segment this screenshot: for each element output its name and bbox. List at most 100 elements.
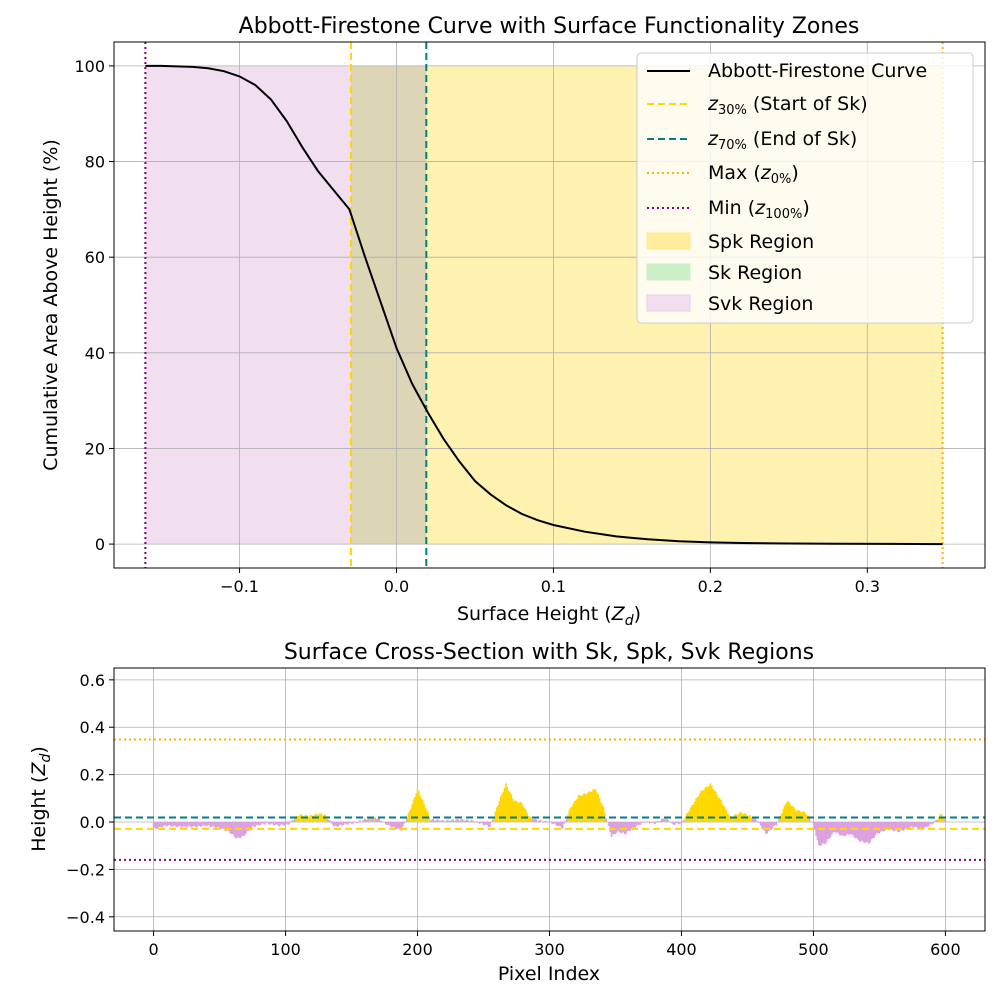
sk-bar — [754, 818, 757, 823]
sk-bar — [906, 822, 908, 829]
sk-bar — [209, 822, 212, 827]
sk-bar — [563, 822, 565, 824]
sk-bar — [365, 819, 367, 823]
sk-bar — [658, 821, 660, 823]
spk-bar — [708, 785, 710, 823]
spk-bar — [716, 794, 718, 823]
spk-bar — [305, 815, 308, 822]
bottom-x-tick-label: 500 — [798, 940, 829, 959]
sk-bar — [915, 822, 918, 828]
legend-box — [636, 52, 974, 324]
spk-bar — [589, 791, 592, 823]
sk-bar — [336, 822, 338, 827]
bottom-profile-bars — [152, 783, 947, 846]
sk-bar — [398, 822, 400, 829]
sk-bar — [389, 822, 391, 826]
sk-bar — [485, 822, 487, 825]
sk-bar — [459, 820, 461, 823]
spk-bar — [514, 800, 516, 823]
svk-bar — [814, 822, 816, 831]
spk-bar — [700, 790, 703, 823]
svk-region-fill — [145, 65, 351, 545]
sk-bar — [659, 820, 662, 823]
sk-bar — [547, 822, 549, 823]
spk-bar — [697, 796, 700, 823]
legend-entry-spk: Spk Region — [646, 231, 814, 253]
spk-bar — [722, 806, 725, 823]
sk-bar — [159, 822, 161, 827]
sk-bar — [202, 822, 205, 825]
sk-bar — [759, 822, 762, 826]
sk-bar — [481, 822, 483, 824]
sk-bar — [771, 822, 774, 829]
sk-bar — [909, 822, 911, 828]
svk-bar — [767, 822, 770, 832]
svk-bar — [893, 822, 895, 832]
sk-bar — [560, 822, 563, 828]
svk-bar — [246, 822, 249, 832]
svk-bar — [883, 822, 886, 831]
svk-bar — [865, 822, 867, 843]
sk-bar — [176, 822, 179, 828]
sk-bar — [188, 822, 190, 826]
spk-bar — [729, 816, 732, 823]
sk-bar — [433, 820, 436, 823]
legend-entry-sk: Sk Region — [646, 262, 802, 284]
sk-bar — [437, 820, 440, 823]
spk-bar — [408, 810, 411, 822]
svk-bar — [400, 822, 403, 832]
sk-bar — [453, 820, 456, 823]
sk-bar — [404, 821, 407, 823]
sk-bar — [543, 820, 545, 823]
spk-bar — [733, 815, 736, 823]
svk-bar — [872, 822, 874, 839]
sk-bar — [185, 822, 188, 828]
sk-bar — [179, 822, 181, 827]
spk-bar — [600, 802, 602, 823]
sk-bar — [532, 819, 535, 823]
spk-bar — [414, 796, 416, 823]
sk-bar — [218, 822, 221, 829]
svk-bar — [825, 822, 828, 842]
sk-bar — [484, 822, 486, 826]
svk-bar — [242, 822, 245, 836]
sk-bar — [456, 818, 458, 823]
sk-bar — [468, 821, 470, 823]
sk-bar — [778, 817, 780, 823]
sk-bar — [294, 818, 296, 823]
sk-bar — [201, 822, 204, 826]
legend-label-svk: Svk Region — [708, 293, 813, 315]
sk-bar — [924, 822, 927, 827]
sk-bar — [344, 822, 346, 824]
spk-bar — [420, 798, 423, 823]
sk-bar — [222, 822, 225, 829]
cross-section-chart: 0 100 200 300 400 500 600−0.4−0.20.00.20.40.6 … — [28, 640, 986, 985]
top-x-tick-label: 0.3 — [855, 577, 880, 596]
spk-bar — [807, 815, 809, 823]
sk-bar — [556, 822, 559, 827]
sk-bar — [333, 822, 336, 827]
svk-bar — [835, 822, 837, 833]
sk-bar — [332, 822, 334, 826]
spk-bar — [737, 814, 739, 823]
svk-bar — [618, 822, 621, 833]
sk-bar — [291, 820, 293, 823]
sk-bar — [936, 819, 939, 823]
svk-bar — [156, 822, 159, 829]
sk-bar — [606, 821, 609, 823]
spk-bar — [942, 816, 944, 823]
sk-bar — [758, 822, 761, 823]
sk-bar — [206, 822, 209, 826]
sk-bar — [379, 820, 382, 823]
sk-bar — [635, 822, 638, 826]
sk-bar — [259, 822, 262, 826]
sk-bar — [196, 822, 198, 827]
bottom-chart-title: Surface Cross-Section with Sk, Spk, Svk … — [284, 640, 814, 665]
spk-bar — [503, 787, 506, 822]
sk-bar — [155, 822, 157, 829]
sk-bar — [375, 819, 378, 822]
sk-bar — [345, 822, 348, 825]
sk-bar — [354, 821, 357, 823]
spk-bar — [575, 800, 577, 823]
